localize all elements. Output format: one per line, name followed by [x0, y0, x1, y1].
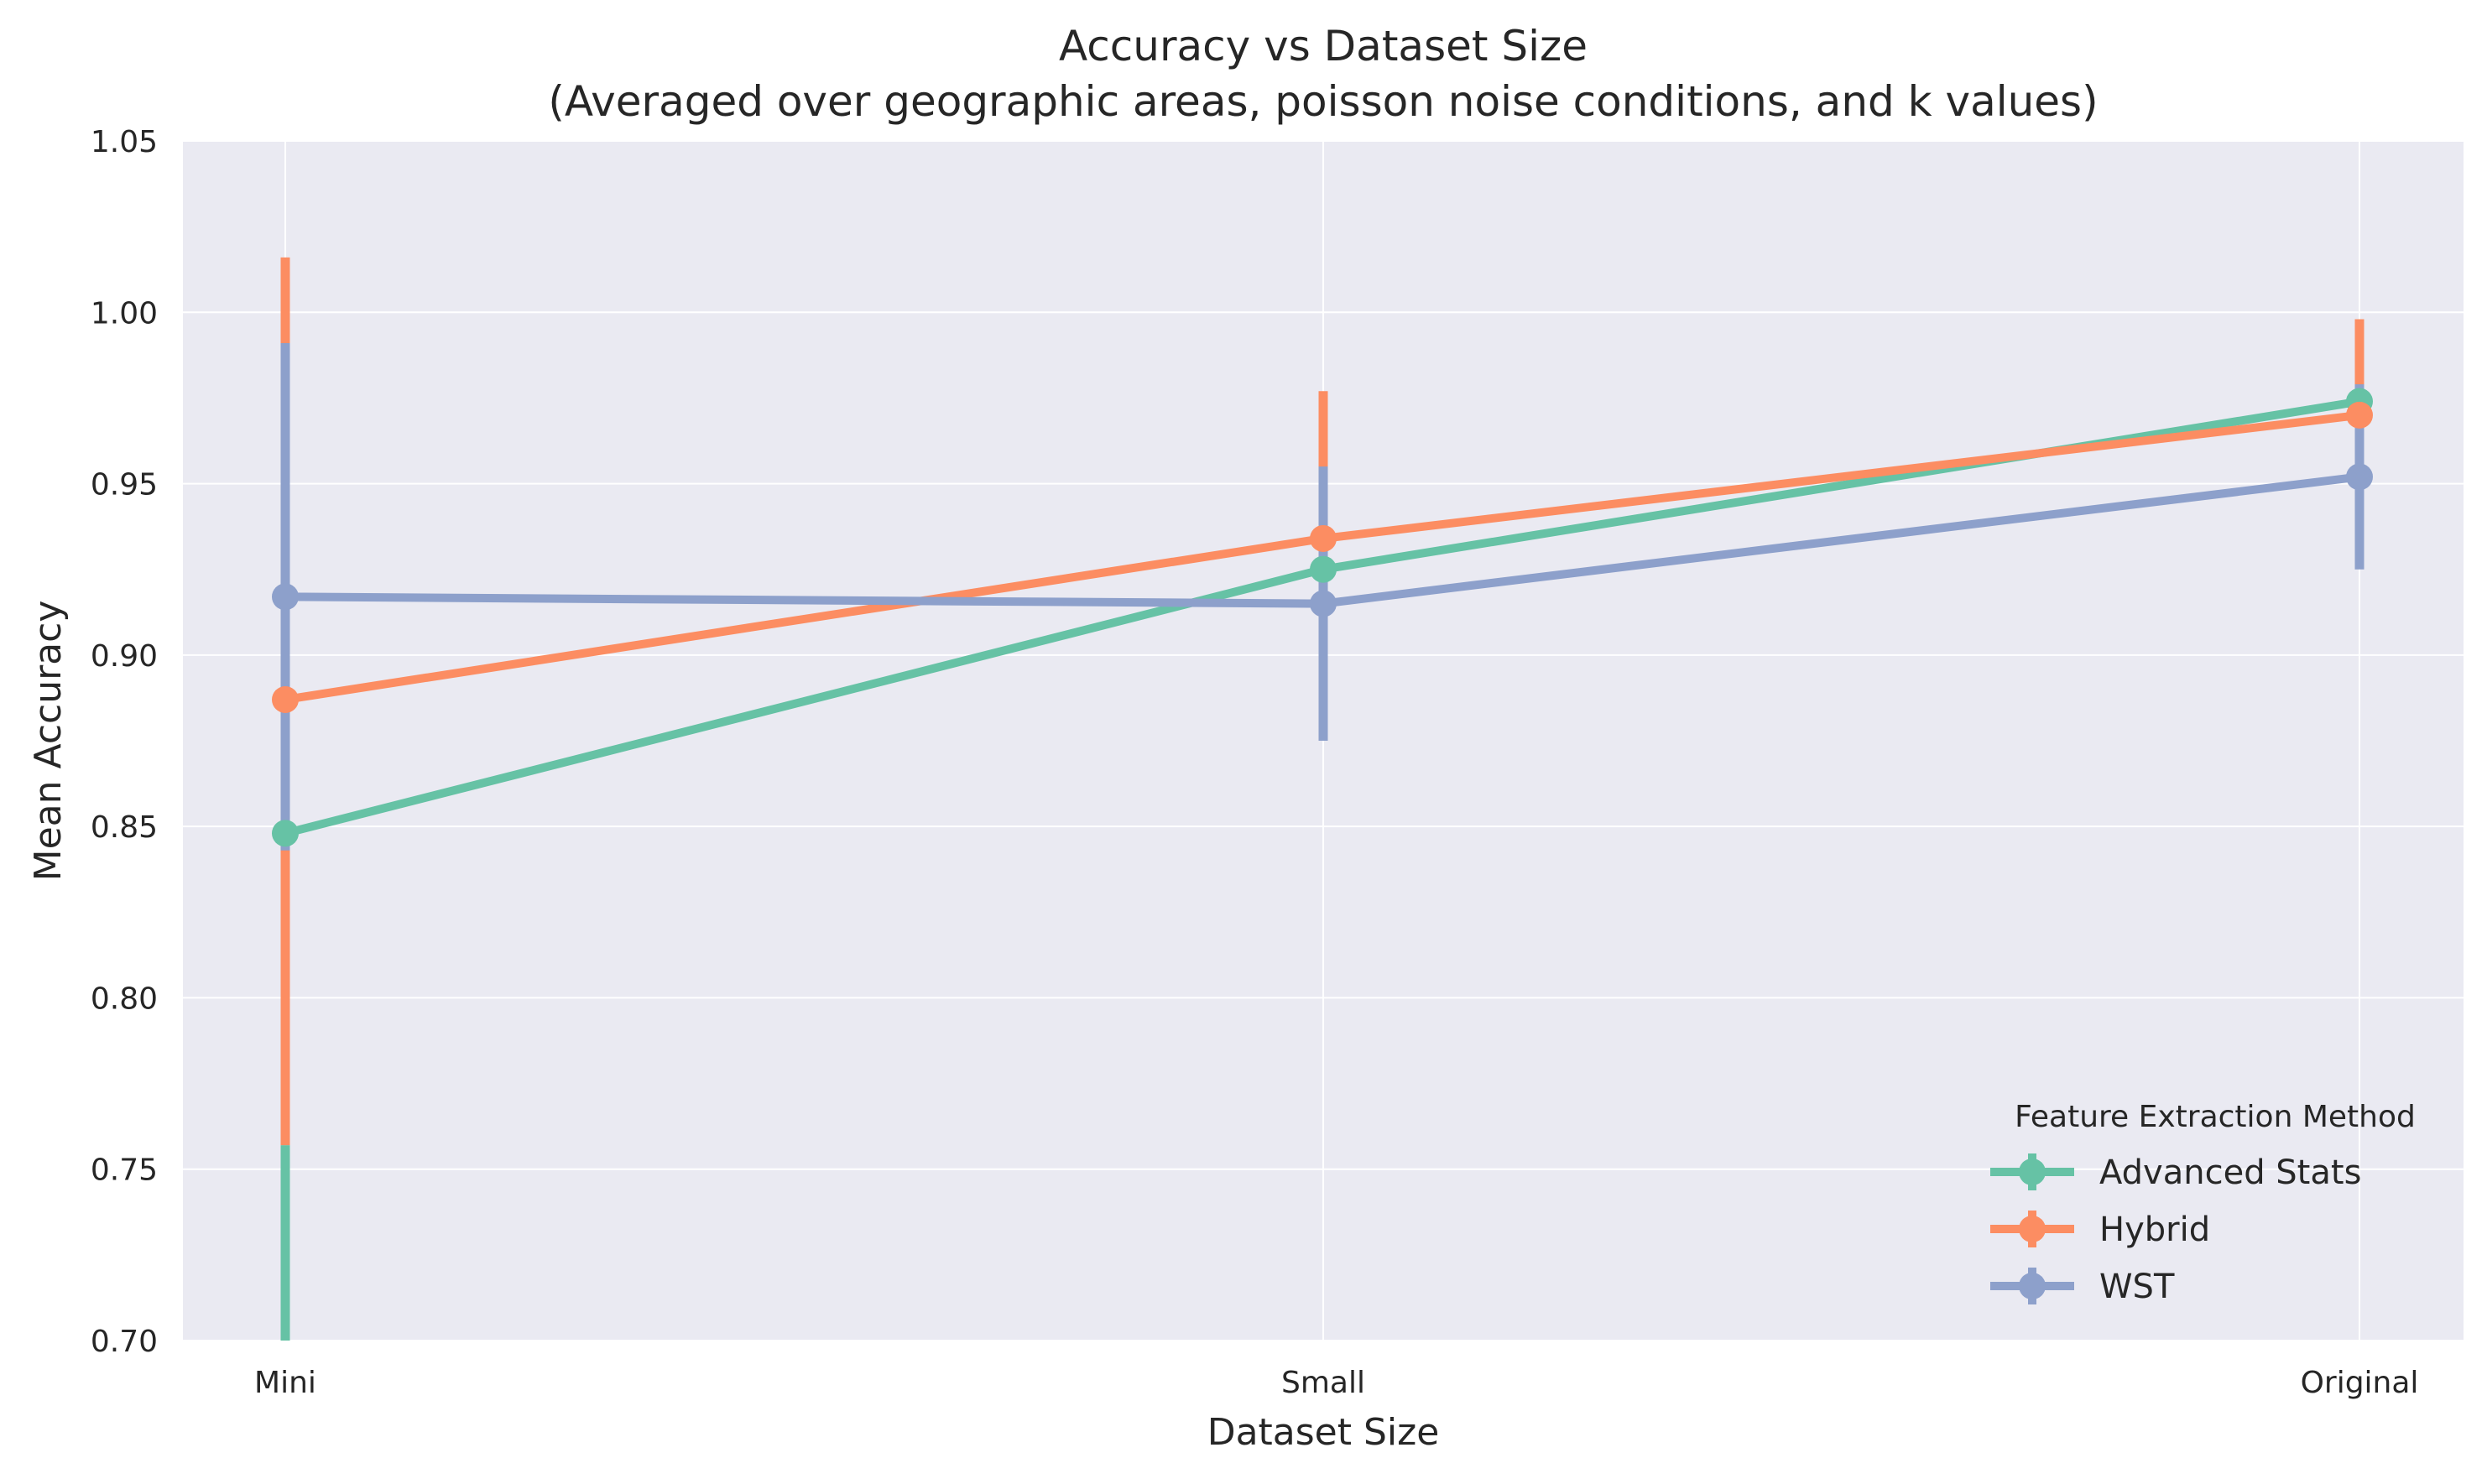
data-point [1310, 555, 1337, 583]
y-tick-label: 0.70 [91, 1325, 158, 1359]
legend-marker [2019, 1159, 2046, 1185]
legend-entry: WST [1990, 1268, 2175, 1306]
y-axis: 0.70 0.75 0.80 0.85 0.90 0.95 1.00 1.05 [91, 125, 158, 1359]
y-tick-label: 1.05 [91, 125, 158, 159]
data-point [2346, 463, 2373, 491]
legend-label: Hybrid [2099, 1211, 2210, 1249]
data-point [272, 685, 299, 713]
x-tick-label: Mini [254, 1366, 316, 1400]
legend-entry: Advanced Stats [1990, 1153, 2361, 1192]
x-tick-label: Small [1281, 1366, 1365, 1400]
y-tick-label: 0.95 [91, 468, 158, 502]
legend-entry: Hybrid [1990, 1211, 2210, 1249]
x-axis-label: Dataset Size [1207, 1411, 1440, 1454]
data-point [1310, 524, 1337, 552]
legend-marker [2019, 1216, 2046, 1242]
data-point [2346, 401, 2373, 429]
chart-title-line2: (Averaged over geographic areas, poisson… [548, 77, 2098, 126]
y-tick-label: 1.00 [91, 296, 158, 331]
y-tick-label: 0.80 [91, 982, 158, 1016]
chart-title-line1: Accuracy vs Dataset Size [1059, 22, 1588, 70]
y-tick-label: 0.85 [91, 810, 158, 845]
legend-label: Advanced Stats [2099, 1153, 2361, 1192]
legend-marker [2019, 1273, 2046, 1299]
legend-title: Feature Extraction Method [2015, 1100, 2416, 1134]
legend: Feature Extraction Method Advanced Stats… [1990, 1100, 2416, 1306]
legend-label: WST [2099, 1268, 2175, 1306]
data-point [1310, 590, 1337, 617]
y-axis-label: Mean Accuracy [27, 601, 70, 882]
data-point [272, 583, 299, 611]
data-point [272, 820, 299, 847]
x-tick-label: Original [2301, 1366, 2419, 1400]
y-tick-label: 0.75 [91, 1153, 158, 1188]
y-tick-label: 0.90 [91, 639, 158, 674]
series-layer [272, 257, 2373, 1341]
x-axis: Mini Small Original [254, 1366, 2418, 1400]
